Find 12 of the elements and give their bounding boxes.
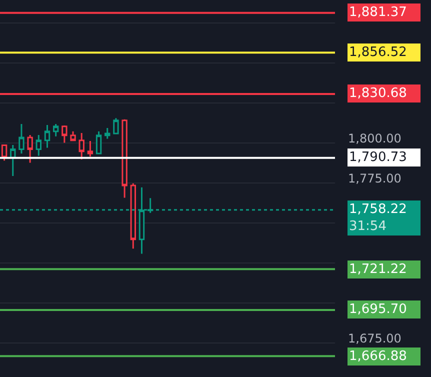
ref-line-label: 1,721.22 bbox=[349, 262, 407, 277]
y-tick-label: 1,675.00 bbox=[348, 331, 402, 346]
ref-line-label: 1,666.88 bbox=[349, 349, 407, 364]
ref-line-label: 1,758.22 bbox=[349, 202, 407, 217]
ref-line-label: 1,830.68 bbox=[349, 86, 407, 101]
y-tick-label: 1,775.00 bbox=[348, 171, 402, 186]
ref-line-label: 1,695.70 bbox=[349, 302, 407, 317]
ref-line-label: 1,790.73 bbox=[349, 150, 407, 165]
ref-line-label: 1,881.37 bbox=[349, 5, 407, 20]
ref-line-label: 1,856.52 bbox=[349, 45, 407, 60]
text: 31:54 bbox=[349, 219, 386, 234]
y-tick-label: 1,800.00 bbox=[348, 131, 402, 146]
